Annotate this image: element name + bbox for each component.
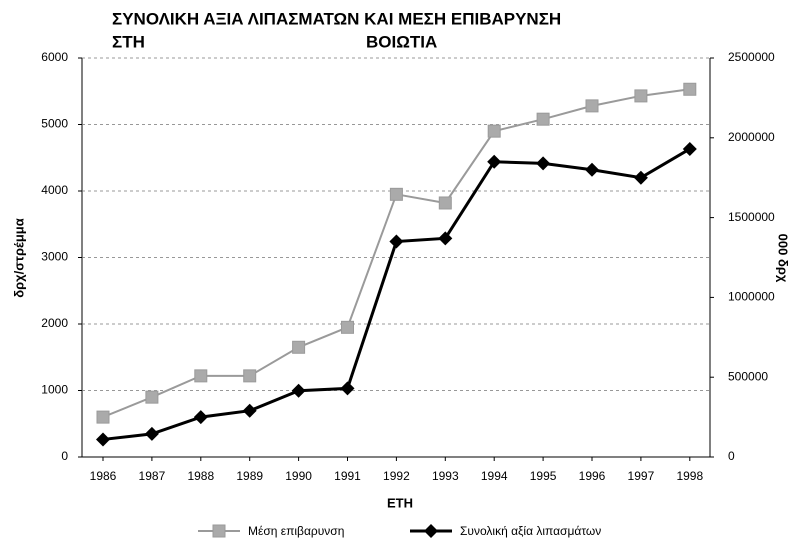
marker <box>633 170 648 185</box>
x-tick-label: 1986 <box>90 469 117 483</box>
marker <box>438 196 452 210</box>
x-tick-label: 1996 <box>579 469 606 483</box>
marker <box>389 234 404 249</box>
y-tick-label: 4000 <box>41 183 68 197</box>
chart-title: ΣΥΝΟΛΙΚΗ ΑΞΙΑ ΛΙΠΑΣΜΑΤΩΝ ΚΑΙ ΜΕΣΗ ΕΠΙΒΑΡ… <box>112 9 561 28</box>
y-tick-label: 6000 <box>41 50 68 64</box>
x-tick-label: 1997 <box>628 469 655 483</box>
y2-tick-label: 0 <box>728 449 735 463</box>
marker <box>193 410 208 425</box>
y-axis-title: δρχ/στρέμμα <box>11 218 26 298</box>
x-tick-label: 1988 <box>187 469 214 483</box>
y2-tick-label: 2000000 <box>728 130 775 144</box>
y2-tick-label: 500000 <box>728 369 768 383</box>
x-tick-label: 1990 <box>285 469 312 483</box>
marker <box>145 390 159 404</box>
marker <box>585 162 599 177</box>
marker <box>194 369 208 383</box>
marker <box>487 154 502 169</box>
marker <box>144 426 159 441</box>
y2-tick-label: 2500000 <box>728 50 775 64</box>
marker <box>438 231 453 246</box>
y2-axis-title: 000 δρχ <box>776 234 791 283</box>
y2-tick-label: 1500000 <box>728 210 775 224</box>
x-tick-label: 1994 <box>481 469 508 483</box>
x-tick-label: 1995 <box>530 469 557 483</box>
marker <box>340 381 355 396</box>
marker <box>212 524 226 538</box>
marker <box>683 82 697 96</box>
marker <box>585 99 599 113</box>
marker <box>424 524 438 538</box>
y-tick-label: 2000 <box>41 316 68 330</box>
marker <box>291 383 306 398</box>
marker <box>487 124 501 138</box>
x-tick-label: 1987 <box>139 469 166 483</box>
series-line <box>102 88 690 419</box>
marker <box>341 320 354 334</box>
x-tick-label: 1993 <box>432 469 459 483</box>
y2-tick-label: 1000000 <box>728 290 775 304</box>
x-tick-label: 1989 <box>236 469 263 483</box>
marker <box>243 369 257 383</box>
y-tick-label: 1000 <box>41 383 68 397</box>
marker <box>634 89 648 103</box>
marker <box>536 156 551 171</box>
x-axis-title: ΕΤΗ <box>387 495 413 510</box>
y-tick-label: 3000 <box>41 250 68 264</box>
marker <box>96 410 110 424</box>
marker <box>96 432 110 447</box>
chart-title: ΒΟΙΩΤΙΑ <box>366 32 437 51</box>
legend-label: Μέση επιβαρυνση <box>248 524 344 538</box>
marker <box>536 112 550 126</box>
x-tick-label: 1998 <box>676 469 703 483</box>
x-tick-label: 1992 <box>383 469 410 483</box>
marker <box>389 187 403 201</box>
marker <box>292 340 306 354</box>
marker <box>242 403 257 418</box>
legend-label: Συνολική αξία λιπασμάτων <box>460 524 601 538</box>
marker <box>682 141 697 156</box>
chart-title: ΣΤΗ <box>112 32 145 51</box>
y-tick-label: 0 <box>61 449 68 463</box>
x-tick-label: 1991 <box>334 469 361 483</box>
y-tick-label: 5000 <box>41 117 68 131</box>
